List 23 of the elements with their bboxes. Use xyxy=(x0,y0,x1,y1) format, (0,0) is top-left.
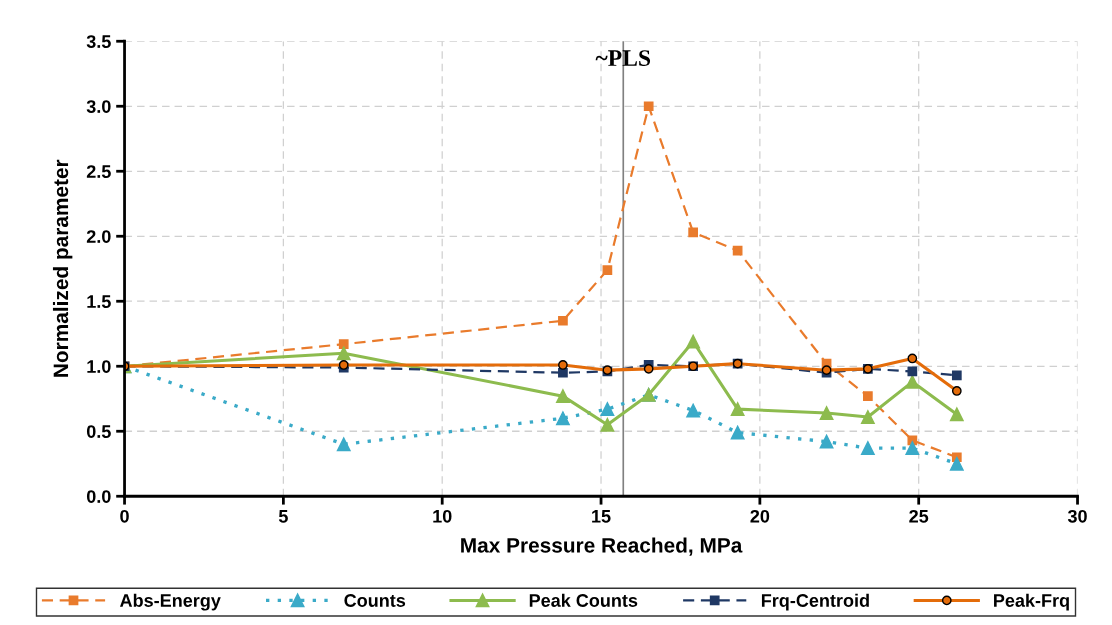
legend-label: Frq-Centroid xyxy=(761,593,869,611)
legend-label: Abs-Energy xyxy=(119,593,221,611)
y-tick-label: 2.5 xyxy=(86,165,111,178)
legend-label: Counts xyxy=(344,594,406,607)
y-tick-label: 0.0 xyxy=(86,490,111,503)
x-tick-label: 30 xyxy=(1067,509,1087,523)
y-axis-title: Normalized parameter xyxy=(52,159,73,377)
x-axis-title: Max Pressure Reached, MPa xyxy=(461,537,743,556)
y-tick-label: 0.5 xyxy=(86,425,111,438)
y-tick-label: 1.5 xyxy=(87,295,111,308)
x-tick-label: 15 xyxy=(592,510,611,523)
y-tick-label: 2.0 xyxy=(86,230,111,243)
x-tick-label: 25 xyxy=(909,509,929,523)
legend-label: Peak Counts xyxy=(529,593,638,607)
x-tick-label: 20 xyxy=(750,509,770,523)
x-tick-label: 0 xyxy=(120,509,129,523)
x-tick-label: 10 xyxy=(433,509,452,523)
x-tick-label: 5 xyxy=(278,510,288,523)
ref-line-label: ~PLS xyxy=(595,50,651,67)
y-tick-label: 1.0 xyxy=(87,360,111,373)
legend-label: Peak-Frq xyxy=(994,593,1069,611)
y-tick-label: 3.5 xyxy=(86,35,111,48)
y-tick-label: 3.0 xyxy=(86,100,111,113)
